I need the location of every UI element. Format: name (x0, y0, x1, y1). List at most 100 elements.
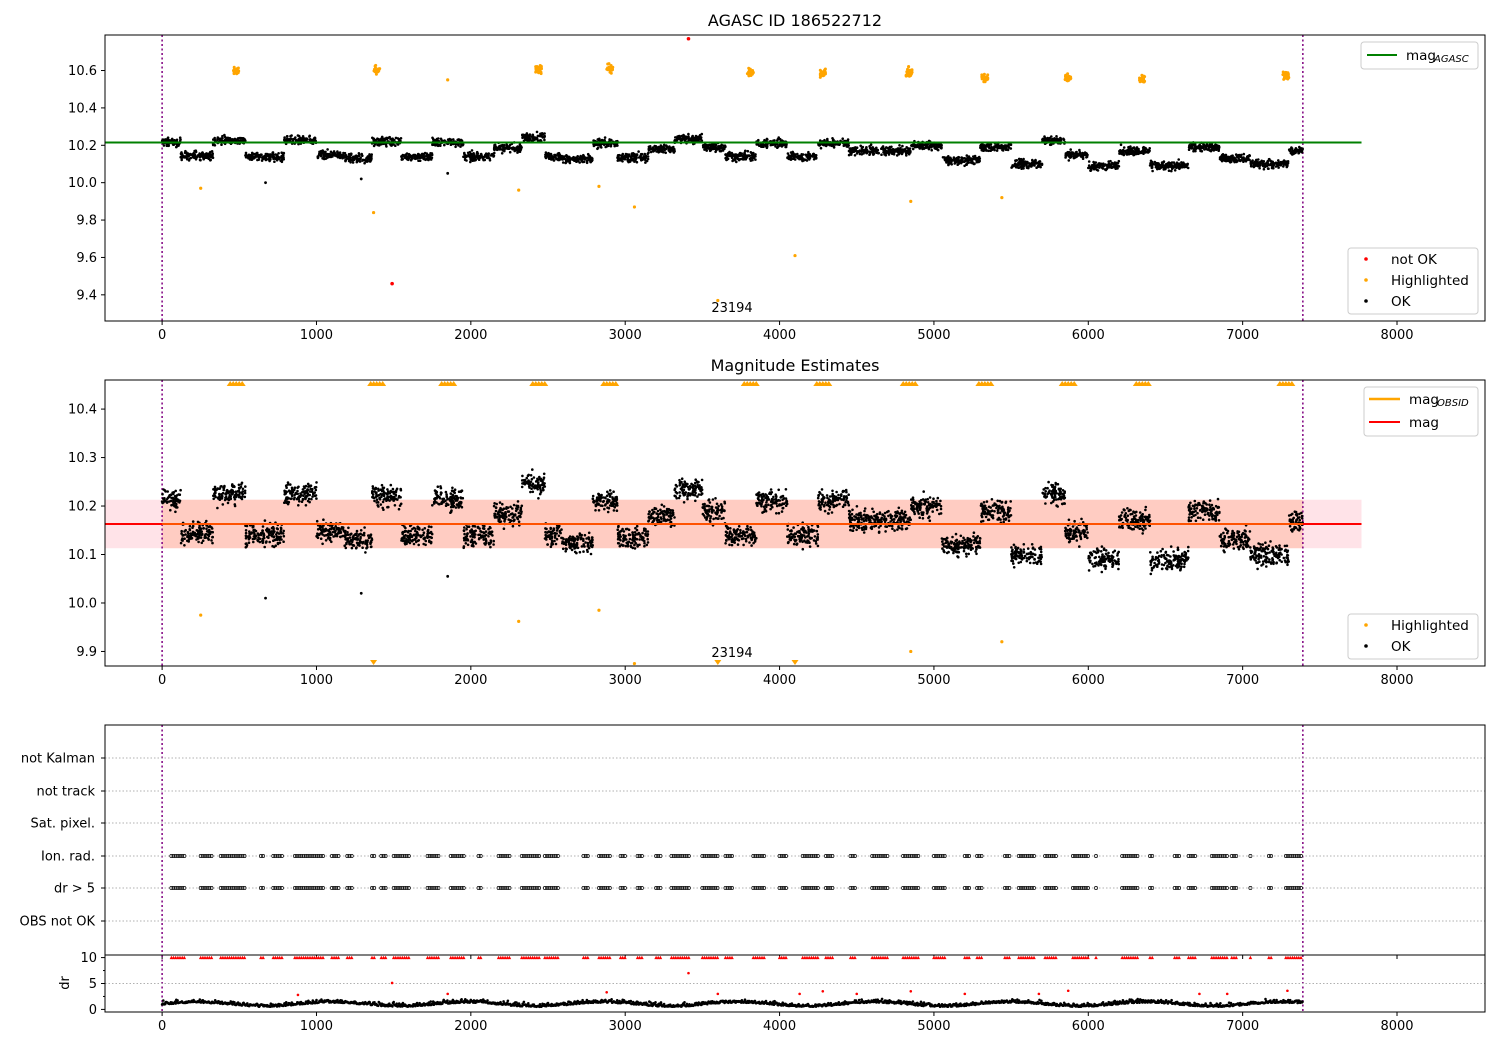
ok-point (337, 152, 340, 156)
ok-point (302, 494, 305, 498)
ok-point (1134, 150, 1137, 153)
ok-point (218, 487, 222, 490)
highlighted-outlier-point (517, 188, 521, 192)
ok-point (918, 147, 922, 150)
ok-point (282, 529, 286, 533)
panel1-legend-points: not OK Highlighted OK (1347, 247, 1479, 315)
ok-point (371, 136, 374, 140)
ok-point (360, 152, 364, 156)
ok-point (280, 155, 283, 158)
ok-outlier-point (359, 177, 363, 181)
ok-point (406, 158, 410, 162)
ok-point (163, 499, 166, 502)
ok-point (399, 137, 403, 140)
ok-point (897, 152, 901, 156)
ok-point (216, 138, 219, 141)
ok-point (211, 530, 214, 534)
ok-point (1208, 149, 1212, 152)
ok-point (493, 151, 496, 155)
ok-point (1048, 143, 1052, 147)
highlighted-point (747, 66, 751, 70)
highlighted-point (1286, 71, 1290, 75)
ok-point (457, 144, 460, 147)
ok-point (273, 160, 276, 163)
ok-point (669, 150, 672, 154)
ok-point (582, 160, 586, 164)
ok-point (183, 530, 186, 533)
ok-point (497, 145, 501, 148)
ok-point (1119, 143, 1123, 147)
ok-point (459, 145, 462, 148)
ok-point (954, 159, 957, 162)
x-tick-label: 3000 (609, 328, 642, 343)
ok-point (311, 487, 314, 491)
highlighted-point (910, 68, 914, 72)
ok-point (314, 488, 318, 492)
ok-point (240, 481, 244, 485)
ok-point (1064, 153, 1068, 156)
ok-point (749, 151, 753, 154)
ok-point (1072, 152, 1076, 156)
ok-point (233, 504, 237, 508)
ok-point (409, 158, 413, 162)
ok-point (173, 505, 177, 508)
ok-point (271, 151, 275, 154)
ok-point (590, 156, 593, 160)
ok-point (368, 160, 372, 163)
panel1-plot-area (105, 35, 1362, 321)
highlighted-point (1287, 76, 1291, 80)
ok-point (535, 137, 539, 140)
ok-point (871, 148, 875, 151)
ok-point (1173, 169, 1177, 172)
ok-point (977, 160, 980, 164)
ok-point (259, 533, 263, 537)
ok-point (307, 485, 310, 488)
y-tick-label: 10.0 (68, 176, 97, 191)
highlighted-point (986, 77, 990, 81)
ok-point (821, 143, 825, 146)
ok-point (1260, 159, 1263, 163)
not-ok-point (390, 281, 394, 286)
ok-point (454, 145, 457, 149)
ok-point (297, 139, 300, 142)
ok-point (358, 153, 361, 157)
ok-point (1087, 160, 1091, 163)
ok-point (752, 154, 756, 158)
not-ok-point (686, 36, 691, 41)
ok-point (179, 541, 183, 545)
ok-point (221, 491, 225, 495)
ok-point (1219, 156, 1223, 159)
ok-point (1286, 161, 1290, 165)
ok-point (928, 145, 932, 149)
ok-point (172, 492, 175, 496)
ok-point (930, 148, 933, 152)
ok-point (865, 150, 868, 154)
ok-point (563, 157, 567, 161)
ok-point (1268, 163, 1271, 167)
ok-point (960, 160, 964, 163)
ok-point (508, 144, 511, 148)
ok-point (498, 148, 502, 151)
ok-point (221, 503, 225, 506)
ok-point (380, 135, 384, 139)
ok-point (980, 143, 983, 147)
x-tick-label: 7000 (1226, 328, 1259, 343)
ok-point (396, 143, 400, 146)
ok-point (256, 539, 260, 543)
ok-point (308, 493, 312, 497)
ok-point (631, 158, 635, 162)
ok-point (258, 155, 262, 158)
ok-point (1085, 156, 1088, 159)
ok-point (1177, 158, 1180, 161)
highlighted-point (237, 69, 241, 73)
highlighted-point (819, 74, 823, 78)
ok-point (284, 492, 288, 495)
ok-point (204, 155, 208, 159)
highlighted-point (909, 74, 913, 77)
ok-point (1033, 164, 1036, 167)
ok-point (313, 137, 316, 141)
ok-point (472, 155, 476, 158)
ok-point (561, 161, 565, 164)
ok-point (646, 155, 650, 158)
ok-point (776, 137, 780, 141)
